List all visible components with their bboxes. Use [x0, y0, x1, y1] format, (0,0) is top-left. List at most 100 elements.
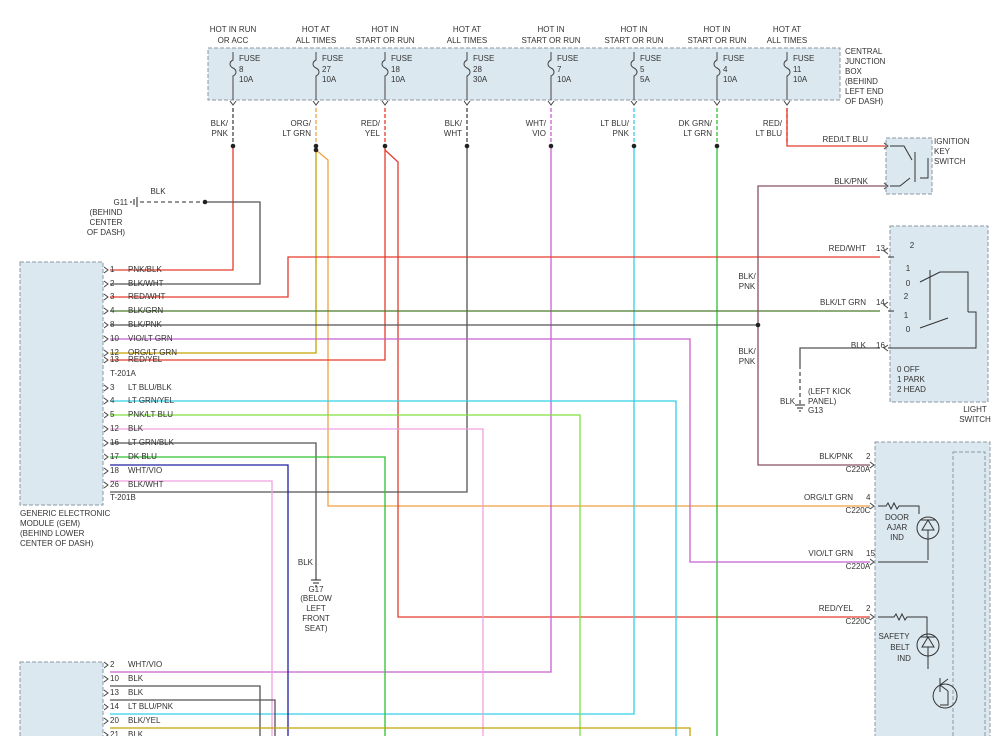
pin-number: 1	[110, 265, 115, 274]
connector	[103, 321, 109, 329]
wire	[799, 347, 880, 365]
connector	[783, 100, 791, 106]
switch-legend: 0 OFF	[897, 365, 920, 374]
fuse-symbol	[630, 52, 638, 100]
wire-label: RED/	[763, 119, 783, 128]
fuse-header: HOT IN	[621, 25, 648, 34]
connector	[103, 425, 109, 433]
fuse-header: HOT AT	[302, 25, 330, 34]
wire-label: BLK	[780, 397, 796, 406]
wire-label: LT GRN	[683, 129, 712, 138]
fuse-rating: 10A	[391, 75, 406, 84]
wire-label: RED/LT BLU	[823, 135, 869, 144]
fuse-header: START OR RUN	[687, 36, 746, 45]
wire-label: BLK/	[738, 272, 756, 281]
switch-label: SWITCH	[934, 157, 966, 166]
connector-name: T-201B	[110, 493, 136, 502]
junction-box	[207, 47, 841, 101]
wire	[110, 456, 386, 736]
switch-position: 2	[910, 241, 915, 250]
module-label: GENERIC ELECTRONIC	[20, 509, 110, 518]
fuse-number: 18	[391, 65, 400, 74]
splice	[313, 147, 319, 153]
splice	[714, 143, 720, 149]
wire-label: DK GRN/	[679, 119, 713, 128]
switch-symbol	[888, 256, 977, 349]
pin-number: 2	[866, 452, 871, 461]
switch-position: 0	[906, 279, 911, 288]
box-label: OF DASH)	[845, 97, 884, 106]
pin-number: 4	[110, 396, 115, 405]
fuse-number: 8	[239, 65, 244, 74]
connector	[869, 613, 875, 621]
ground-location: SEAT)	[305, 624, 328, 633]
pin-number: 2	[110, 279, 115, 288]
fuse-rating: 5A	[640, 75, 650, 84]
box-label: LEFT END	[845, 87, 884, 96]
connector	[103, 661, 109, 669]
ground-location: OF DASH)	[87, 228, 126, 237]
pin-wire: PNK/LT BLU	[128, 410, 173, 419]
wire-label: RED/WHT	[829, 244, 866, 253]
wire-label: VIO/LT GRN	[808, 549, 853, 558]
fuse-name: FUSE	[239, 54, 260, 63]
wire	[110, 699, 276, 736]
connector	[103, 467, 109, 475]
pin-number: 14	[110, 702, 119, 711]
wire-label: BLK	[298, 558, 314, 567]
box-label: (BEHIND	[845, 77, 878, 86]
wire-label: BLK/	[445, 119, 463, 128]
ground-symbol	[311, 579, 321, 587]
wire-label: BLK/LT GRN	[820, 298, 866, 307]
connector	[883, 247, 889, 255]
pin-wire: RED/WHT	[128, 292, 165, 301]
connector	[883, 142, 889, 150]
fuse-name: FUSE	[723, 54, 744, 63]
pin-wire: BLK	[128, 688, 144, 697]
switch-label: SWITCH	[959, 415, 991, 424]
fuse-name: FUSE	[391, 54, 412, 63]
module-label: MODULE (GEM)	[20, 519, 80, 528]
box-label: BOX	[845, 67, 863, 76]
indicator-label: AJAR	[887, 523, 908, 532]
connector	[103, 335, 109, 343]
pin-number: 12	[110, 424, 119, 433]
connector	[713, 100, 721, 106]
pin-number: 10	[110, 674, 119, 683]
wire	[110, 480, 273, 736]
wire	[110, 338, 870, 563]
wire-label: BLK/PNK	[834, 177, 868, 186]
connector	[103, 349, 109, 357]
fuse-number: 28	[473, 65, 482, 74]
fuse-symbol	[547, 52, 555, 100]
fuse-symbol	[463, 52, 471, 100]
pin-number: 13	[876, 244, 885, 253]
fuse-rating: 30A	[473, 75, 488, 84]
pin-number: 3	[110, 292, 115, 301]
connector	[630, 100, 638, 106]
fuse-rating: 10A	[723, 75, 738, 84]
pin-wire: WHT/VIO	[128, 466, 162, 475]
lower-module	[19, 661, 104, 736]
connector	[883, 344, 889, 352]
wire	[757, 185, 886, 466]
splice	[548, 143, 554, 149]
wire	[110, 146, 635, 715]
wire	[110, 685, 261, 736]
ignition-switch	[885, 137, 933, 195]
wire-label: PNK	[739, 357, 756, 366]
wire-label: WHT/	[526, 119, 547, 128]
ground-name: G17	[308, 585, 324, 594]
wire-label: BLK/	[211, 119, 229, 128]
connector-name: C220A	[846, 465, 871, 474]
fuse-symbol	[312, 52, 320, 100]
wire	[110, 146, 552, 673]
indicator-symbol	[878, 501, 958, 709]
pin-wire: BLK	[128, 730, 144, 736]
pin-number: 4	[866, 493, 871, 502]
fuse-number: 5	[640, 65, 645, 74]
indicator-lamp	[916, 633, 940, 657]
wire-label: PNK	[739, 282, 756, 291]
wire	[110, 146, 468, 493]
